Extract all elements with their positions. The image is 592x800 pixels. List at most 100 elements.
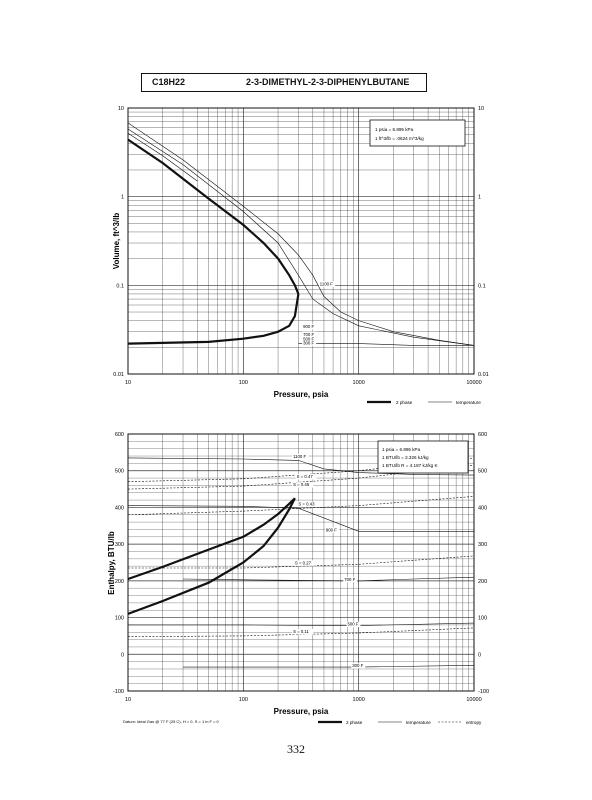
isotherm-line (127, 128, 475, 346)
y-tick-label-right: 0 (478, 652, 481, 658)
legend-2-phase: 2 phase (396, 400, 413, 405)
y-tick-label-left: 1 (121, 195, 124, 201)
curve-label-bg (295, 474, 317, 480)
curve-label: 900 F (326, 527, 337, 532)
curve-label-bg (318, 281, 336, 287)
enthalpy-x-axis-label: Pressure, psia (274, 707, 329, 716)
curve-label: S = 0.27 (295, 560, 312, 565)
curve-label-bg (297, 501, 319, 508)
curve-label-bg (324, 527, 339, 533)
curve-label: S = 0.43 (298, 502, 315, 507)
y-tick-label-left: 400 (115, 505, 124, 511)
y-tick-label-left: 600 (115, 432, 124, 438)
volume-legend: 2 phase temperature (367, 400, 481, 405)
enthalpy-curve-labels: 1100 F 900 F 700 F 500 F 300 F S = 0.47 S = 0.… (292, 453, 366, 669)
curve-label-bg (302, 331, 317, 338)
x-tick-label: 100 (239, 380, 248, 386)
y-tick-label-right: 0.1 (478, 283, 486, 289)
y-tick-label-left: 100 (115, 616, 124, 622)
enthalpy-tick-labels: 10 100 1000 10000 -100 -100 0 0 100 100 200 200 300 3… (113, 432, 489, 703)
isotherm-line (127, 457, 475, 476)
curve-label-bg (302, 336, 317, 342)
legend-2-phase-bottom: 2 phase (346, 720, 363, 725)
enthalpy-chart: 10 100 1000 10000 -100 -100 0 0 100 100 200 200 300 3… (107, 432, 489, 725)
legend-entropy: entropy (466, 720, 482, 725)
enthalpy-y-axis-label: Enthalpy, BTU/lb (107, 531, 116, 595)
curve-label-bg (302, 340, 317, 347)
entropy-line (127, 496, 475, 516)
y-tick-label-right: 200 (478, 579, 487, 585)
x-tick-label: 100 (239, 697, 248, 703)
isotherm-line (127, 132, 198, 182)
page-number: 332 (287, 742, 305, 756)
two-phase-curve (127, 138, 300, 295)
y-tick-label-right: 500 (478, 469, 487, 475)
curve-label: 700 F (344, 577, 355, 582)
y-tick-label-left: -100 (113, 689, 124, 695)
curve-label: S = 0.11 (293, 629, 309, 634)
volume-chart: 10 100 1000 10000 0.01 0.01 0.1 0.1 1 1 10 10 1100 … (112, 106, 489, 405)
isotherm-line (128, 622, 475, 626)
curve-label: 500 F (303, 336, 314, 341)
y-tick-label-right: 400 (478, 505, 487, 511)
y-tick-label-left: 300 (115, 542, 124, 548)
entropy-line (128, 555, 475, 569)
formula-label: C18H22 (152, 77, 186, 87)
curve-label-bg (293, 560, 316, 566)
curve-label: 300 F (303, 341, 314, 346)
volume-grid (127, 108, 474, 375)
enthalpy-legend: 2 phase temperature entropy (318, 720, 482, 725)
y-tick-label-right: -100 (478, 689, 489, 695)
x-tick-label: 10 (125, 697, 131, 703)
volume-tick-labels: 10 100 1000 10000 0.01 0.01 0.1 0.1 1 1 10 10 (113, 106, 488, 386)
y-tick-label-left: 200 (115, 579, 124, 585)
x-tick-label: 1000 (353, 697, 365, 703)
enthalpy-note-1: 1 psia = 6.895 kPa (382, 447, 421, 452)
curve-label: 700 F (303, 332, 314, 337)
enthalpy-note-2: 1 BTU/lb = 2.326 kJ/kg (382, 455, 429, 460)
curve-label-bg (302, 324, 317, 330)
curve-label-bg (292, 482, 314, 488)
x-tick-label: 10 (125, 380, 131, 386)
enthalpy-notes-box: 1 psia = 6.895 kPa 1 BTU/lb = 2.326 kJ/k… (377, 440, 469, 474)
volume-plot-frame (127, 107, 475, 375)
chart-title-box: C18H22 2-3-DIMETHYL-2-3-DIPHENYLBUTANE (141, 73, 427, 92)
x-tick-label: 10000 (466, 697, 481, 703)
y-tick-label-right: 100 (478, 616, 487, 622)
curve-label: S = 0.47 (297, 474, 314, 479)
y-tick-label-right: 10 (478, 106, 484, 112)
legend-temperature-bottom: temperature (406, 720, 431, 725)
y-tick-label-left: 0.1 (116, 283, 124, 289)
y-tick-label-left: 0.01 (113, 372, 124, 378)
y-tick-label-left: 500 (115, 469, 124, 475)
y-tick-label-right: 600 (478, 432, 487, 438)
isotherm-line (183, 665, 475, 668)
curve-label: 500 F (347, 622, 358, 627)
curve-label: S = 0.45 (293, 482, 310, 487)
isotherm-line (298, 343, 474, 346)
compound-name: 2-3-DIMETHYL-2-3-DIPHENYLBUTANE (246, 77, 410, 87)
volume-notes-box: 1 psia = 6.895 kPa 1 ft^3/lb = .0624 m^3… (369, 119, 466, 147)
two-phase-curve (127, 293, 300, 345)
enthalpy-plot-frame (127, 433, 475, 692)
curve-label-bg (292, 628, 314, 635)
two-phase-curve (127, 497, 296, 581)
datum-footnote: Datum: Ideal Gas @ 77 F (25 C), H = 0, S… (123, 719, 220, 724)
curve-label-bg (292, 453, 309, 460)
y-tick-label-right: 0.01 (478, 372, 489, 378)
volume-y-axis-label: Volume, ft^3/lb (112, 213, 121, 270)
isotherm-line (127, 505, 474, 532)
x-tick-label: 10000 (466, 380, 481, 386)
x-tick-label: 1000 (353, 380, 365, 386)
entropy-line (127, 464, 475, 490)
y-tick-label-left: 10 (118, 106, 124, 112)
y-tick-label-left: 0 (121, 652, 124, 658)
legend-temperature: temperature (456, 400, 481, 405)
volume-note-1: 1 psia = 6.895 kPa (375, 127, 414, 132)
y-tick-label-right: 300 (478, 542, 487, 548)
enthalpy-curves (127, 457, 475, 668)
curve-label-bg (343, 576, 358, 583)
curve-label: 300 F (352, 663, 363, 668)
